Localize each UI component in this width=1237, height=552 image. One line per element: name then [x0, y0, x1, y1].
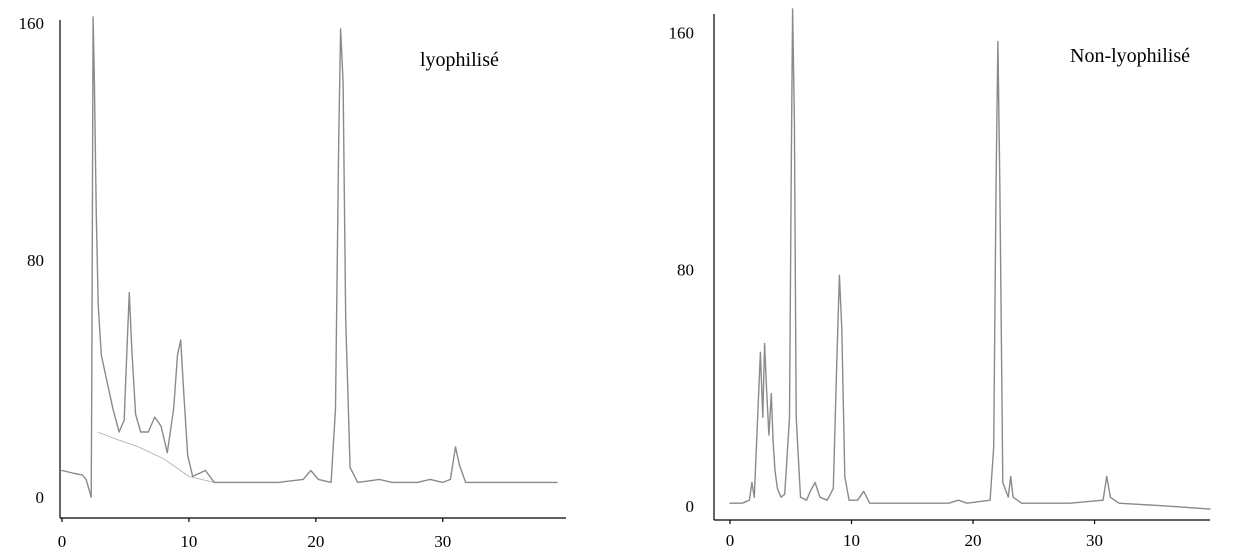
x-tick-label-lyophilise: 0	[58, 532, 67, 551]
x-tick-label-non-lyophilise: 10	[843, 531, 860, 550]
baseline-envelope-lyophilise	[97, 431, 240, 483]
trace-non-lyophilise	[729, 8, 1211, 510]
y-tick-label-non-lyophilise: 0	[686, 497, 695, 516]
panel-title-lyophilise: lyophilisé	[420, 49, 499, 71]
x-tick-label-non-lyophilise: 0	[726, 531, 735, 550]
trace-lyophilise	[61, 16, 558, 498]
y-ticks-non-lyophilise: 0 80 160	[669, 24, 695, 516]
panel-lyophilise: lyophilisé 0 10 20 30 0 80 160	[19, 14, 566, 551]
x-ticks-non-lyophilise: 0 10 20 30	[726, 520, 1103, 550]
y-tick-label-non-lyophilise: 80	[677, 260, 694, 279]
y-ticks-lyophilise: 0 80 160	[19, 14, 45, 507]
y-tick-label-lyophilise: 80	[27, 251, 44, 270]
y-tick-label-lyophilise: 0	[36, 488, 45, 507]
x-tick-label-lyophilise: 20	[307, 532, 324, 551]
x-tick-label-non-lyophilise: 30	[1086, 531, 1103, 550]
x-ticks-lyophilise: 0 10 20 30	[58, 518, 451, 551]
x-tick-label-lyophilise: 30	[434, 532, 451, 551]
panel-title-non-lyophilise: Non-lyophilisé	[1070, 45, 1190, 67]
x-tick-label-non-lyophilise: 20	[965, 531, 982, 550]
x-tick-label-lyophilise: 10	[180, 532, 197, 551]
y-tick-label-lyophilise: 160	[19, 14, 45, 33]
panel-non-lyophilise: Non-lyophilisé 0 10 20 30 0 80 160	[669, 8, 1211, 550]
y-tick-label-non-lyophilise: 160	[669, 24, 695, 43]
